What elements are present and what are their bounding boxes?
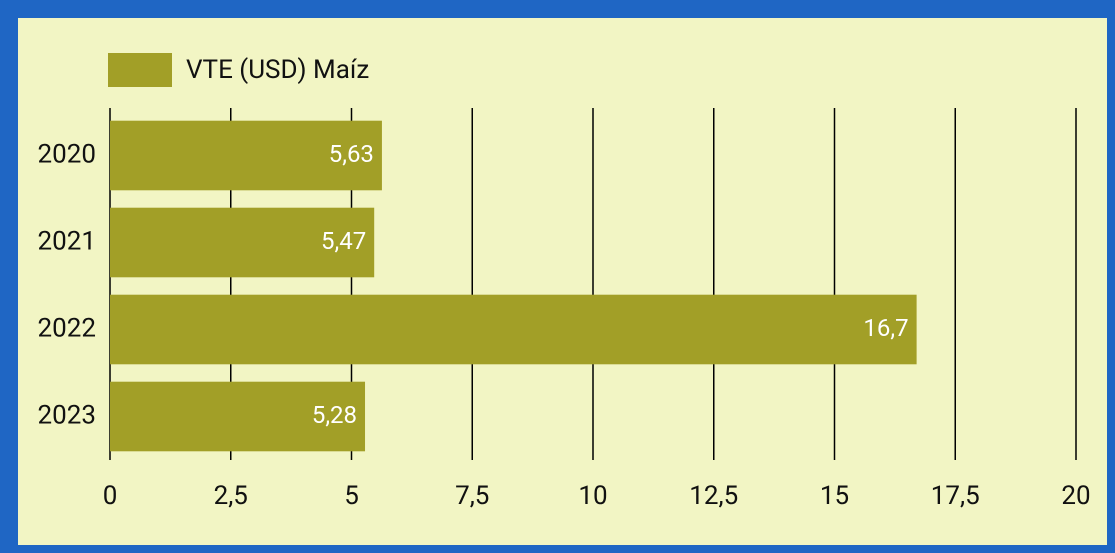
legend-swatch (108, 53, 172, 87)
value-label: 5,63 (329, 140, 374, 168)
legend-label: VTE (USD) Maíz (186, 55, 369, 85)
x-tick-label: 0 (103, 481, 118, 511)
bar (110, 207, 375, 278)
x-tick-label: 20 (1061, 481, 1090, 511)
x-tick-label: 12,5 (689, 481, 738, 511)
bar (110, 381, 366, 452)
bar (110, 120, 382, 191)
y-tick-label: 2022 (38, 313, 96, 343)
x-tick-label: 17,5 (931, 481, 980, 511)
y-tick-label: 2023 (38, 400, 96, 430)
x-tick-label: 5 (344, 481, 359, 511)
x-tick-label: 10 (578, 481, 607, 511)
y-tick-label: 2021 (38, 226, 96, 256)
y-tick-label: 2020 (38, 139, 96, 169)
plot-background (18, 18, 1107, 545)
x-tick-label: 7,5 (455, 481, 489, 511)
value-label: 5,47 (321, 227, 366, 255)
x-tick-label: 15 (820, 481, 849, 511)
x-tick-label: 2,5 (214, 481, 248, 511)
value-label: 5,28 (312, 401, 357, 429)
bar (110, 294, 917, 365)
value-label: 16,7 (863, 314, 908, 342)
